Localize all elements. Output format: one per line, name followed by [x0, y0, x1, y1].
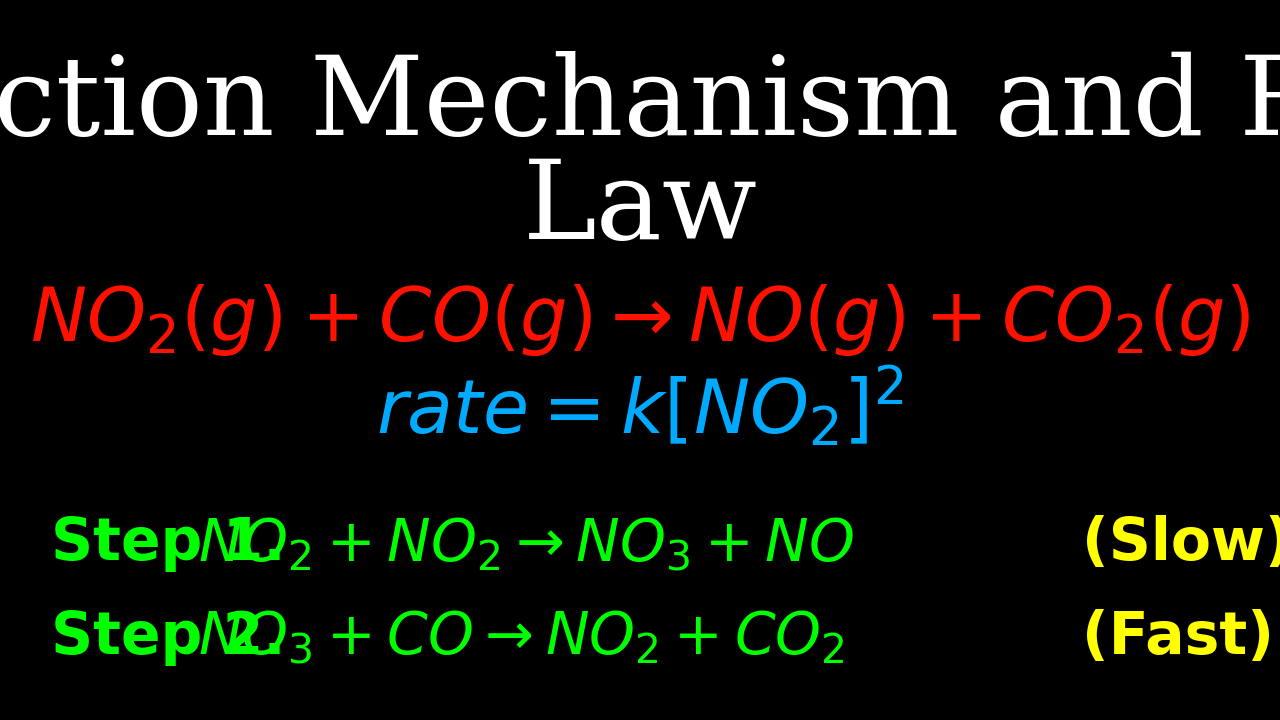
Text: $\mathit{NO_2 + NO_2 \rightarrow NO_3 + NO}$: $\mathit{NO_2 + NO_2 \rightarrow NO_3 + …	[198, 515, 854, 572]
Text: Step 2.: Step 2.	[51, 608, 285, 666]
Text: Step 1.: Step 1.	[51, 515, 285, 572]
Text: (Fast): (Fast)	[1082, 608, 1274, 666]
Text: $\mathit{rate = k[NO_2]^2}$: $\mathit{rate = k[NO_2]^2}$	[376, 364, 904, 449]
Text: Law: Law	[522, 156, 758, 262]
Text: Reaction Mechanism and Rate: Reaction Mechanism and Rate	[0, 51, 1280, 158]
Text: $\mathit{NO_3 + CO \rightarrow NO_2 + CO_2}$: $\mathit{NO_3 + CO \rightarrow NO_2 + CO…	[198, 608, 845, 666]
Text: (Slow): (Slow)	[1082, 515, 1280, 572]
Text: $\mathit{NO_2(g) + CO(g) \rightarrow NO(g) + CO_2(g)}$: $\mathit{NO_2(g) + CO(g) \rightarrow NO(…	[29, 282, 1251, 359]
